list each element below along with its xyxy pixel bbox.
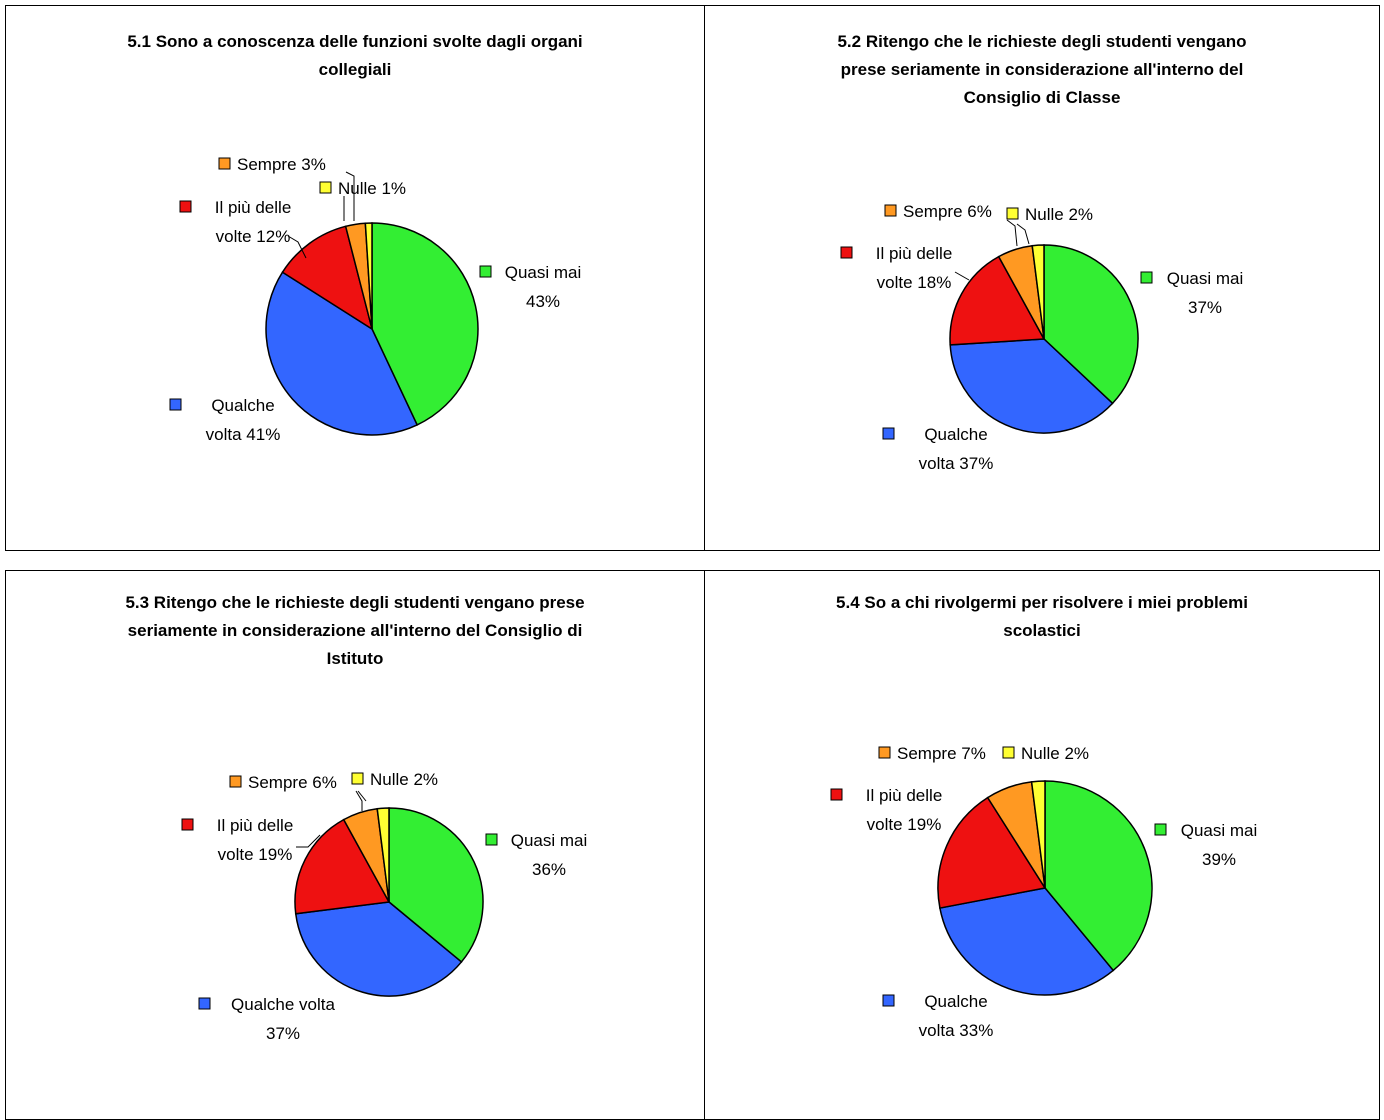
pie-slice-nulle bbox=[364, 222, 373, 330]
leader-line bbox=[355, 790, 363, 811]
pie-chart: Quasi mai 39% Qualche volta 33% Il più delle… bbox=[830, 744, 1258, 1040]
data-label-text: Quasi mai 36% bbox=[511, 831, 588, 879]
legend-key-sempre bbox=[878, 746, 891, 759]
chart-panel-5-1: 5.1 Sono a conoscenza delle funzioni svo… bbox=[5, 5, 705, 551]
chart-title: 5.2 Ritengo che le richieste degli stude… bbox=[837, 32, 1247, 107]
pie-chart: Quasi mai 37% Qualche volta 37% Il più delle… bbox=[840, 202, 1244, 473]
data-label-text: Nulle 1% bbox=[338, 179, 406, 198]
legend-key-nulle bbox=[319, 181, 332, 194]
leader-line bbox=[954, 271, 970, 281]
leader-line bbox=[1006, 219, 1018, 247]
pie-chart: Quasi mai 36% Qualche volta 37% Il più delle… bbox=[181, 770, 588, 1043]
chart-panel-5-4: 5.4 So a chi rivolgermi per risolvere i … bbox=[704, 570, 1380, 1120]
pie-slice-quasi-mai bbox=[388, 807, 484, 963]
data-label-text: Qualche volta 37% bbox=[231, 995, 335, 1043]
data-label-sempre: Sempre 3% bbox=[218, 155, 355, 221]
leader-line bbox=[357, 790, 367, 802]
pie-slice-quasi-mai bbox=[371, 222, 479, 426]
legend-key-quasi-mai bbox=[1154, 823, 1167, 836]
data-label-il-piu-delle-volte: Il più delle volte 19% bbox=[830, 786, 943, 834]
data-label-text: Quasi mai 43% bbox=[505, 263, 582, 311]
data-label-qualche-volta: Qualche volta 37% bbox=[882, 425, 994, 473]
data-label-text: Il più delle volte 12% bbox=[215, 198, 292, 246]
data-label-text: Il più delle volte 19% bbox=[866, 786, 943, 834]
legend-key-il-piu-delle-volte bbox=[840, 246, 853, 259]
data-label-text: Sempre 7% bbox=[897, 744, 986, 763]
pie-chart: Quasi mai 43% Qualche volta 41% Il più delle… bbox=[169, 155, 582, 444]
data-label-text: Il più delle volte 19% bbox=[217, 816, 294, 864]
data-label-quasi-mai: Quasi mai 39% bbox=[1154, 821, 1258, 869]
pie-slice-nulle bbox=[376, 807, 390, 903]
data-label-sempre: Sempre 6% bbox=[884, 202, 1018, 247]
pie-slice-quasi-mai bbox=[1043, 244, 1139, 405]
leader-line bbox=[296, 834, 321, 848]
pie-slice-qualche-volta bbox=[939, 887, 1115, 996]
data-label-nulle: Nulle 2% bbox=[351, 770, 438, 802]
legend-key-nulle bbox=[1002, 746, 1015, 759]
pie-slice-nulle bbox=[1030, 780, 1046, 889]
data-label-il-piu-delle-volte: Il più delle volte 18% bbox=[840, 244, 970, 292]
pie-slice-nulle bbox=[1031, 244, 1045, 340]
data-label-qualche-volta: Qualche volta 41% bbox=[169, 396, 281, 444]
chart-title: 5.3 Ritengo che le richieste degli stude… bbox=[125, 593, 585, 668]
data-label-text: Il più delle volte 18% bbox=[876, 244, 953, 292]
leader-line bbox=[287, 235, 307, 259]
legend-key-sempre bbox=[229, 775, 242, 788]
pie-slice-quasi-mai bbox=[1044, 780, 1153, 972]
data-label-quasi-mai: Quasi mai 37% bbox=[1140, 269, 1244, 317]
data-label-sempre: Sempre 6% bbox=[229, 773, 363, 811]
data-label-sempre: Sempre 7% bbox=[878, 744, 986, 763]
pie-slice-qualche-volta bbox=[294, 901, 463, 997]
data-label-text: Sempre 6% bbox=[903, 202, 992, 221]
data-label-nulle: Nulle 2% bbox=[1006, 205, 1093, 245]
data-label-text: Nulle 2% bbox=[1021, 744, 1089, 763]
pie-slice-il-piu-delle-volte bbox=[937, 796, 1047, 909]
data-label-text: Sempre 6% bbox=[248, 773, 337, 792]
data-label-text: Nulle 2% bbox=[370, 770, 438, 789]
data-label-qualche-volta: Qualche volta 37% bbox=[198, 995, 336, 1043]
legend-key-nulle bbox=[351, 772, 364, 785]
data-label-text: Qualche volta 41% bbox=[206, 396, 281, 444]
legend-key-quasi-mai bbox=[485, 833, 498, 846]
data-label-quasi-mai: Quasi mai 43% bbox=[479, 263, 582, 311]
legend-key-il-piu-delle-volte bbox=[181, 818, 194, 831]
chart-panel-5-2: 5.2 Ritengo che le richieste degli stude… bbox=[704, 5, 1380, 551]
legend-key-il-piu-delle-volte bbox=[179, 200, 192, 213]
chart-panel-5-3: 5.3 Ritengo che le richieste degli stude… bbox=[5, 570, 705, 1120]
data-label-qualche-volta: Qualche volta 33% bbox=[882, 992, 994, 1040]
pie-slice-qualche-volta bbox=[265, 271, 419, 436]
data-label-text: Nulle 2% bbox=[1025, 205, 1093, 224]
data-label-nulle: Nulle 2% bbox=[1002, 744, 1089, 763]
legend-key-qualche-volta bbox=[169, 398, 182, 411]
legend-key-quasi-mai bbox=[1140, 271, 1153, 284]
data-label-text: Qualche volta 33% bbox=[919, 992, 994, 1040]
legend-key-nulle bbox=[1006, 207, 1019, 220]
data-label-text: Qualche volta 37% bbox=[919, 425, 994, 473]
chart-title: 5.1 Sono a conoscenza delle funzioni svo… bbox=[127, 32, 583, 79]
data-label-text: Sempre 3% bbox=[237, 155, 326, 174]
leader-line bbox=[1016, 223, 1030, 245]
data-label-nulle: Nulle 1% bbox=[319, 179, 406, 221]
pie-slice-il-piu-delle-volte bbox=[949, 255, 1046, 346]
legend-key-sempre bbox=[218, 157, 231, 170]
pie-slice-il-piu-delle-volte bbox=[294, 818, 391, 915]
legend-key-qualche-volta bbox=[198, 997, 211, 1010]
legend-key-qualche-volta bbox=[882, 427, 895, 440]
data-label-text: Quasi mai 37% bbox=[1167, 269, 1244, 317]
pie-slice-qualche-volta bbox=[949, 338, 1114, 434]
legend-key-qualche-volta bbox=[882, 994, 895, 1007]
data-label-il-piu-delle-volte: Il più delle volte 12% bbox=[179, 198, 307, 259]
data-label-il-piu-delle-volte: Il più delle volte 19% bbox=[181, 816, 321, 864]
chart-title: 5.4 So a chi rivolgermi per risolvere i … bbox=[836, 593, 1248, 640]
leader-line bbox=[345, 171, 355, 221]
data-label-text: Quasi mai 39% bbox=[1181, 821, 1258, 869]
pie-slice-il-piu-delle-volte bbox=[281, 225, 374, 331]
legend-key-quasi-mai bbox=[479, 265, 492, 278]
data-label-quasi-mai: Quasi mai 36% bbox=[485, 831, 588, 879]
legend-key-sempre bbox=[884, 204, 897, 217]
legend-key-il-piu-delle-volte bbox=[830, 788, 843, 801]
